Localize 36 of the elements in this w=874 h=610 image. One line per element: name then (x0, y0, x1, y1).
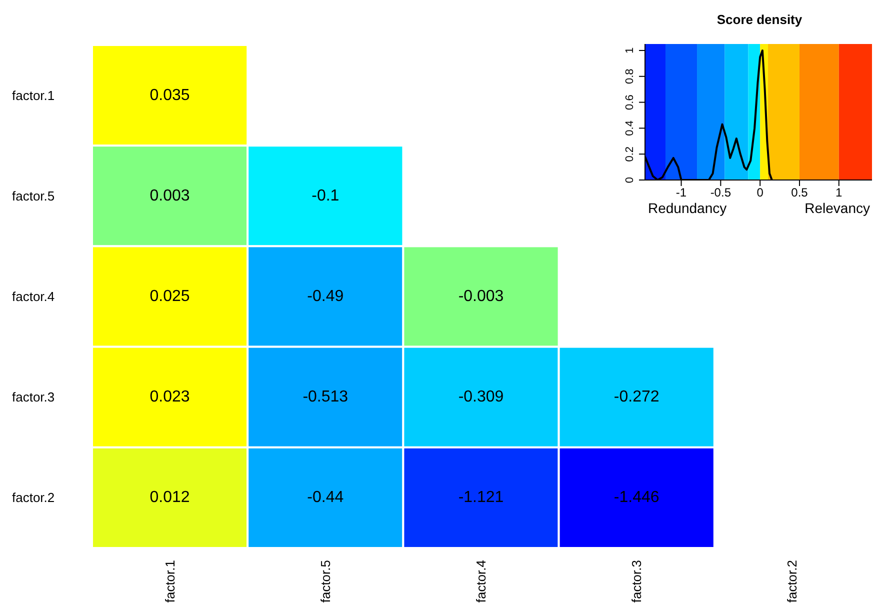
data-label: 0.023 (150, 388, 190, 406)
y-tick-label: 0.8 (624, 68, 636, 84)
y-tick-label: 0 (624, 176, 636, 184)
chart-title: Score density (716, 12, 804, 27)
y-tick-label: 0.4 (624, 120, 636, 136)
y-tick-label: factor.2 (12, 490, 55, 506)
y-tick-label: 0.6 (624, 94, 636, 110)
x-tick-label: -1 (676, 186, 687, 200)
data-label: -1.446 (614, 489, 660, 506)
data-label: -0.003 (458, 288, 504, 305)
data-label: -0.1 (312, 187, 340, 204)
x-tick-label: 1 (836, 186, 843, 200)
y-tick-label: 1 (624, 47, 636, 54)
x-tick-label: factor.2 (784, 560, 800, 603)
data-label: 0.035 (150, 86, 190, 104)
data-label: 0.003 (150, 187, 190, 204)
y-tick-label: factor.1 (12, 88, 55, 103)
y-tick-label: factor.3 (12, 390, 55, 405)
data-label: -0.513 (302, 388, 348, 406)
data-label: 0.012 (150, 489, 190, 506)
annotation: Redundancy (648, 200, 727, 216)
data-label: -0.309 (458, 388, 504, 406)
y-tick-label: 0.2 (624, 146, 636, 162)
y-tick-label: factor.4 (12, 289, 55, 304)
x-tick-label: factor.5 (318, 560, 333, 603)
x-tick-label: 0.5 (791, 186, 808, 200)
data-label: -0.44 (307, 489, 344, 506)
x-tick-label: 0 (756, 186, 764, 200)
data-label: -1.121 (458, 489, 504, 506)
data-label: 0.025 (150, 288, 190, 305)
data-label: -0.49 (307, 288, 344, 305)
x-tick-label: -0.5 (710, 186, 732, 200)
x-tick-label: factor.1 (162, 560, 178, 603)
x-tick-label: factor.4 (474, 560, 488, 603)
annotation: Relevancy (804, 200, 870, 216)
data-label: -0.272 (614, 388, 660, 406)
